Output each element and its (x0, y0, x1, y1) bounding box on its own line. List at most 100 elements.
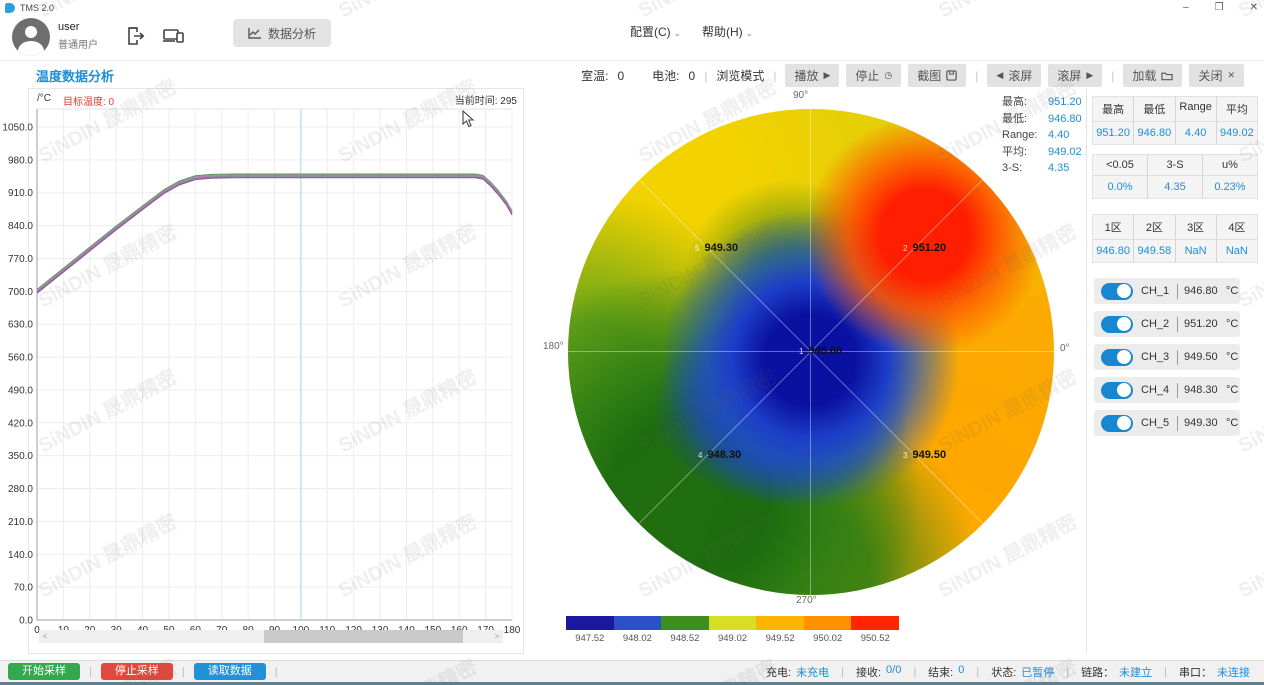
heatmap-scale-labels: 947.52 948.02 948.52 949.02 949.52 950.02 950.… (566, 633, 899, 644)
devices-icon[interactable] (163, 26, 185, 46)
table-header-cell: 最高 (1093, 97, 1135, 121)
current-time-label: 当前时间: 295 (454, 96, 517, 107)
data-analysis-label: 数据分析 (267, 26, 316, 41)
channel-toggle[interactable] (1101, 414, 1133, 432)
close-view-button[interactable]: 关闭 ✕ (1189, 64, 1244, 87)
channel-row-CH_4: CH_4 948.30 °C (1094, 377, 1240, 403)
table-header-cell: 2区 (1134, 215, 1176, 239)
channel-toggle[interactable] (1101, 315, 1133, 333)
menu-help[interactable]: 帮助(H) ⌄ (702, 25, 754, 39)
data-analysis-button[interactable]: 数据分析 (233, 19, 331, 47)
table-value-cell: 951.20 (1093, 122, 1135, 144)
logout-icon[interactable] (126, 26, 148, 46)
table-value-cell: NaN (1176, 240, 1217, 262)
legend-label: 948.52 (670, 633, 700, 644)
separator: | (181, 665, 185, 678)
channel-row-CH_2: CH_2 951.20 °C (1094, 311, 1240, 337)
stop-sampling-button[interactable]: 停止采样 (100, 663, 173, 680)
svg-text:280.0: 280.0 (8, 484, 33, 495)
start-sampling-button[interactable]: 开始采样 (8, 663, 80, 680)
separator: | (975, 68, 979, 83)
legend-segment-2 (661, 616, 709, 630)
legend-label: 948.02 (622, 633, 652, 644)
table-value-cell: 946.80 (1134, 122, 1176, 144)
channel-toggle[interactable] (1101, 282, 1133, 300)
bottom-strip (0, 682, 1264, 685)
channel-unit: °C (1226, 318, 1239, 330)
svg-text:630.0: 630.0 (8, 320, 33, 331)
svg-text:700.0: 700.0 (8, 287, 33, 298)
stat-row: 最低: 946.80 (1002, 112, 1082, 125)
temperature-line-chart: 0.0 70.0 140.0 210.0 280.0 350.0 420.0 490.0 560… (2, 108, 521, 636)
channel-value: 949.50 (1184, 351, 1218, 363)
stats-table-zones: 1区 2区 3区 4区 946.80 949.58 NaN NaN (1092, 214, 1258, 263)
channel-name: CH_5 (1141, 417, 1170, 429)
restore-button[interactable]: ❐ (1214, 2, 1224, 13)
folder-icon (1161, 72, 1174, 80)
separator: | (89, 665, 92, 678)
channel-value: 949.30 (1184, 417, 1218, 429)
avatar (12, 18, 50, 56)
chevron-down-icon: ⌄ (673, 28, 682, 38)
menu-config[interactable]: 配置(C) ⌄ (630, 25, 682, 39)
chart-scrollbar[interactable]: < > (39, 630, 503, 643)
heat-point-2: 2 951.20 (903, 242, 947, 254)
scrollbar-left-arrow[interactable]: < (42, 632, 48, 641)
play-button[interactable]: 播放 ▶ (785, 64, 840, 87)
svg-text:140.0: 140.0 (8, 550, 33, 561)
scroll-left-button[interactable]: ◀ 滚屏 (987, 64, 1042, 87)
minimize-button[interactable]: – (1183, 2, 1189, 13)
legend-segment-1 (613, 616, 662, 630)
read-data-button[interactable]: 读取数据 (193, 663, 266, 680)
scrollbar-thumb[interactable] (264, 630, 463, 643)
svg-text:840.0: 840.0 (8, 221, 33, 232)
chevron-down-icon: ⌄ (745, 28, 754, 38)
scrollbar-right-arrow[interactable]: > (494, 632, 500, 641)
channel-value: 948.30 (1184, 384, 1218, 396)
status-item: 结束: 0 (928, 664, 965, 679)
legend-segment-4 (756, 616, 804, 630)
channel-unit: °C (1226, 351, 1239, 363)
channel-unit: °C (1226, 417, 1239, 429)
screenshot-button[interactable]: 截图 (908, 64, 967, 87)
page-title: 温度数据分析 (36, 69, 115, 84)
status-item: 接收: 0/0 (855, 664, 902, 679)
heatmap-color-scale (566, 616, 900, 630)
heat-point-1: 1 946.80 (799, 345, 843, 357)
titlebar: TMS 2.0 – ❐ ✕ (0, 0, 1264, 16)
angle-label-270: 270° (796, 595, 817, 606)
stop-button[interactable]: 停止 ◷ (846, 64, 902, 87)
close-icon: ✕ (1227, 70, 1235, 80)
mouse-cursor-icon (462, 109, 475, 133)
svg-text:490.0: 490.0 (8, 385, 33, 396)
svg-text:770.0: 770.0 (8, 254, 33, 265)
channel-unit: °C (1226, 384, 1239, 396)
channel-toggle[interactable] (1101, 381, 1133, 399)
scroll-right-button[interactable]: 滚屏 ▶ (1048, 64, 1103, 87)
heat-point-3: 3 949.50 (903, 449, 947, 461)
load-button[interactable]: 加载 (1123, 64, 1183, 87)
svg-text:980.0: 980.0 (8, 155, 33, 166)
series-CH_2 (36, 176, 513, 293)
channel-row-CH_1: CH_1 946.80 °C (1094, 278, 1240, 304)
table-header-cell: 3区 (1176, 215, 1217, 239)
browse-mode-label: 浏览模式 (716, 69, 765, 83)
channel-row-CH_3: CH_3 949.50 °C (1094, 344, 1240, 370)
status-item: 充电: 未充电 (766, 667, 830, 679)
svg-text:70.0: 70.0 (14, 583, 34, 594)
line-chart-panel: /°C 目标温度: 0 当前时间: 295 0.0 70.0 140.0 210.0 2… (2, 88, 524, 654)
stat-row: 最高: 951.20 (1002, 96, 1082, 108)
close-window-button[interactable]: ✕ (1249, 2, 1258, 13)
battery-label: 电池: (652, 69, 680, 83)
polar-heatmap[interactable] (568, 109, 1054, 595)
table-header-cell: Range (1176, 97, 1217, 121)
app-logo-icon (5, 3, 15, 13)
window-title: TMS 2.0 (20, 3, 55, 13)
room-temp-value: 0 (617, 68, 625, 83)
table-header-cell: 3-S (1148, 155, 1203, 175)
channel-toggle[interactable] (1101, 348, 1133, 366)
channel-name: CH_3 (1141, 351, 1170, 363)
legend-segment-5 (803, 616, 852, 630)
legend-label: 949.52 (765, 633, 795, 644)
angle-label-180: 180° (543, 341, 564, 352)
